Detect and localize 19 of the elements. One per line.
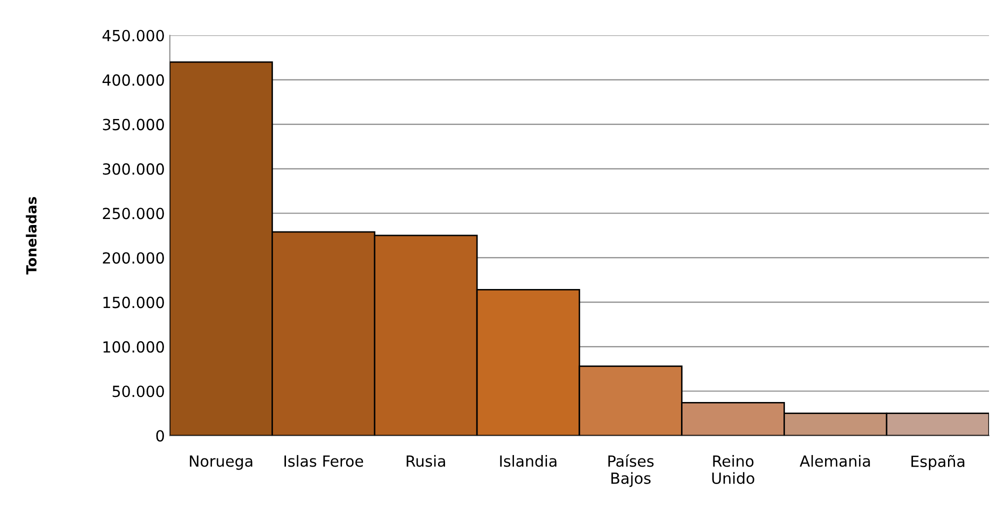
y-tick-label: 50.000: [112, 386, 164, 398]
y-tick-label: 150.000: [103, 296, 164, 308]
y-tick-label: 400.000: [102, 74, 164, 86]
x-tick-label: España: [911, 455, 964, 470]
x-tick-label: Noruega: [190, 456, 252, 470]
x-tick-label: Alemania: [800, 455, 870, 467]
y-tick-label: 300.000: [102, 163, 164, 175]
y-tick-label: 0: [156, 430, 164, 442]
x-tick-label: Islas Feroe: [284, 455, 364, 467]
y-tick-label: 100.000: [103, 341, 164, 353]
y-tick-label: 250.000: [102, 208, 164, 220]
x-tick-label: Islandia: [500, 455, 556, 467]
x-tick-label: Países Bajos: [608, 454, 654, 487]
y-tick-label: 450.000: [102, 30, 164, 42]
y-axis-title: Toneladas: [26, 197, 37, 275]
x-tick-label: Reino Unido: [712, 455, 754, 484]
x-tick-label: Rusia: [406, 455, 446, 467]
y-tick-label: 350.000: [102, 118, 164, 130]
y-tick-label: 200.000: [102, 252, 164, 264]
